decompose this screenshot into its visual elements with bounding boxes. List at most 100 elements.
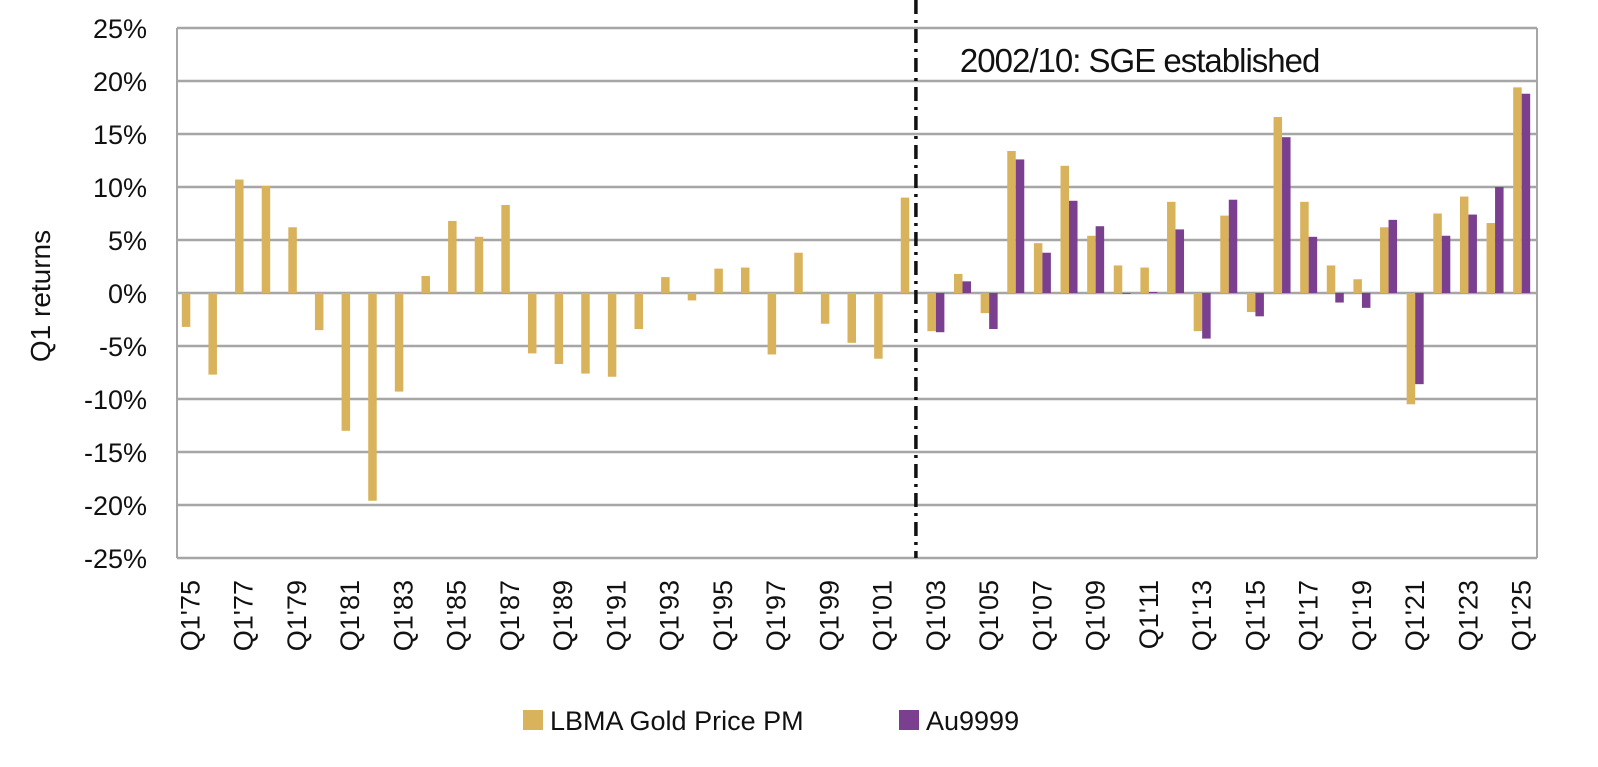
lbma-bar xyxy=(341,293,351,431)
lbma-bar xyxy=(740,267,750,293)
lbma-bar xyxy=(235,179,244,293)
x-tick-label: Q1'23 xyxy=(1453,580,1483,651)
lbma-bar xyxy=(980,293,990,314)
x-tick-label: Q1'93 xyxy=(655,580,685,651)
lbma-bar xyxy=(1353,279,1362,293)
au9999-bar xyxy=(1388,219,1398,293)
x-tick-label: Q1'97 xyxy=(761,580,791,651)
lbma-bar xyxy=(208,293,217,375)
legend-swatch-au9999 xyxy=(899,710,919,730)
lbma-bar xyxy=(1113,265,1123,293)
au9999-bar xyxy=(1122,293,1131,294)
lbma-bar xyxy=(954,273,963,293)
y-tick-label: 25% xyxy=(93,14,147,44)
x-tick-label: Q1'21 xyxy=(1400,580,1430,651)
lbma-bar xyxy=(794,252,803,293)
legend-label-lbma: LBMA Gold Price PM xyxy=(550,706,804,736)
lbma-bar xyxy=(261,185,271,293)
lbma-bar xyxy=(767,293,777,355)
lbma-bar xyxy=(554,293,564,365)
au9999-bar xyxy=(1228,199,1238,293)
y-tick-label: -20% xyxy=(84,491,147,521)
lbma-bar xyxy=(1246,293,1256,313)
x-tick-label: Q1'89 xyxy=(548,580,578,651)
lbma-bar xyxy=(607,293,617,377)
au9999-bar xyxy=(1015,159,1025,293)
x-tick-label: Q1'05 xyxy=(974,580,1004,651)
au9999-bar xyxy=(935,293,945,333)
au9999-bar xyxy=(1202,293,1211,339)
lbma-bar xyxy=(847,293,856,343)
legend: LBMA Gold Price PM Au9999 xyxy=(523,706,1019,736)
lbma-bar xyxy=(314,293,324,331)
x-tick-label: Q1'25 xyxy=(1507,580,1537,651)
x-tick-label: Q1'99 xyxy=(814,580,844,651)
lbma-bar xyxy=(181,293,191,327)
lbma-bar xyxy=(714,268,723,293)
au9999-bar xyxy=(1441,235,1451,293)
lbma-bar xyxy=(448,220,457,293)
lbma-bar xyxy=(421,276,430,293)
bars xyxy=(181,87,1531,501)
au9999-bar xyxy=(1495,187,1504,293)
x-tick-label: Q1'03 xyxy=(921,580,951,651)
au9999-bar xyxy=(1308,236,1318,293)
au9999-bar xyxy=(1521,93,1531,293)
lbma-bar xyxy=(288,227,297,293)
lbma-bar xyxy=(820,293,830,324)
lbma-bar xyxy=(527,293,537,354)
lbma-bar xyxy=(1513,87,1522,293)
lbma-bar xyxy=(1087,235,1096,293)
y-tick-label: 5% xyxy=(108,226,147,256)
lbma-bar xyxy=(1060,165,1070,293)
x-tick-label: Q1'01 xyxy=(868,580,898,651)
x-tick-label: Q1'75 xyxy=(175,580,205,651)
au9999-bar xyxy=(1282,137,1291,293)
lbma-bar xyxy=(687,293,697,301)
x-tick-label: Q1'87 xyxy=(495,580,525,651)
au9999-bar xyxy=(1335,293,1344,303)
y-axis-title: Q1 returns xyxy=(25,230,56,362)
lbma-bar xyxy=(1007,150,1016,293)
y-tick-label: -15% xyxy=(84,438,147,468)
lbma-bar xyxy=(661,277,670,293)
lbma-bar xyxy=(1459,196,1469,293)
lbma-bar xyxy=(581,293,590,374)
lbma-bar xyxy=(1140,267,1149,293)
lbma-bar xyxy=(1220,215,1229,293)
x-tick-label: Q1'17 xyxy=(1294,580,1324,651)
gridlines xyxy=(177,26,1537,560)
y-tick-label: -10% xyxy=(84,385,147,415)
au9999-bar xyxy=(989,293,998,330)
au9999-bar xyxy=(1468,214,1477,293)
lbma-bar xyxy=(368,293,377,501)
y-tick-label: -25% xyxy=(84,544,147,574)
y-tick-label: 15% xyxy=(93,120,147,150)
x-tick-label: Q1'91 xyxy=(601,580,631,651)
lbma-bar xyxy=(1406,293,1416,405)
y-tick-label: -5% xyxy=(99,332,147,362)
lbma-bar xyxy=(634,293,643,330)
y-tick-label: 0% xyxy=(108,279,147,309)
lbma-bar xyxy=(927,293,936,332)
lbma-bar xyxy=(1433,213,1442,293)
lbma-bar xyxy=(1380,227,1389,293)
lbma-bar xyxy=(874,293,883,359)
x-tick-label: Q1'19 xyxy=(1347,580,1377,651)
legend-swatch-lbma xyxy=(523,710,543,730)
y-tick-label: 10% xyxy=(93,173,147,203)
au9999-bar xyxy=(1415,293,1424,385)
x-tick-label: Q1'09 xyxy=(1081,580,1111,651)
x-tick-label: Q1'13 xyxy=(1187,580,1217,651)
lbma-bar xyxy=(1273,117,1283,293)
lbma-bar xyxy=(1486,223,1496,293)
lbma-bar xyxy=(900,197,910,293)
au9999-bar xyxy=(1361,293,1371,308)
au9999-bar xyxy=(1069,200,1078,293)
lbma-bar xyxy=(501,205,510,293)
au9999-bar xyxy=(1255,293,1264,317)
lbma-bar xyxy=(1300,201,1309,293)
lbma-bar xyxy=(1167,201,1176,293)
